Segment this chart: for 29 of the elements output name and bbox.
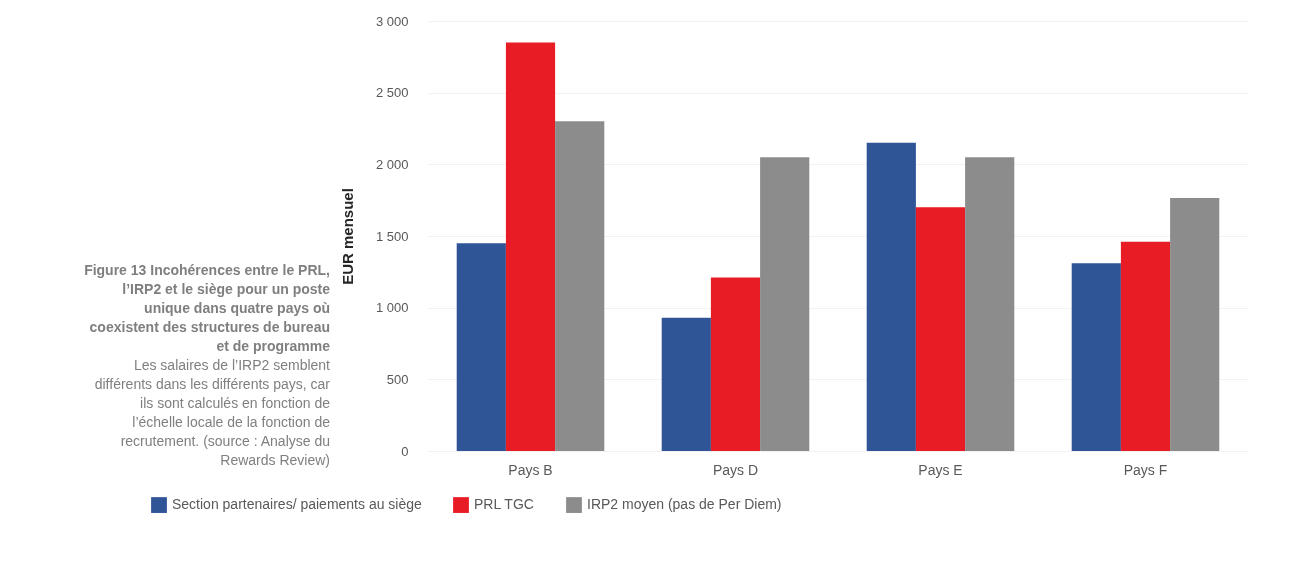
y-tick-label: 500 [386,371,409,387]
x-tick-label: Pays B [508,461,553,478]
bar [1120,241,1171,451]
legend-label: PRL TGC [474,496,534,513]
x-tick-label: Pays D [712,461,759,478]
bar [1071,263,1121,451]
y-tick-label: 0 [401,443,409,459]
y-tick-label: 1 500 [375,228,409,244]
legend-label: Section partenaires/ paiements au siège [172,496,423,513]
y-tick-label: 3 000 [375,13,409,29]
y-axis-title: EUR mensuel [338,188,356,285]
y-tick-label: 1 000 [375,300,409,316]
bar [915,207,966,451]
bar [661,317,711,451]
bar [555,121,605,451]
y-tick-label: 2 500 [375,85,409,101]
bar [866,142,916,451]
bar [1170,198,1220,451]
bar [710,277,761,451]
text: Figure 13 Incohérences entre le PRL, l’IRP2 et le siège pour un poste unique dans quatre pays où coexistent des structures de bureau et de programme [84,262,331,354]
x-tick-label: Pays F [1123,461,1168,478]
bar [505,42,556,451]
x-tick-label: Pays E [918,461,963,478]
bar [965,157,1015,451]
bar [760,157,810,451]
bar [456,243,506,451]
text: Les salaires de l’IRP2 semblent différents dans les différents pays, car ils sont calculés en fonction de l’échelle locale de la fonction de recrutement. (source : Analyse du Rewards Review) [94,357,331,468]
legend-label: IRP2 moyen (pas de Per Diem) [587,496,782,513]
y-tick-label: 2 000 [375,156,409,172]
